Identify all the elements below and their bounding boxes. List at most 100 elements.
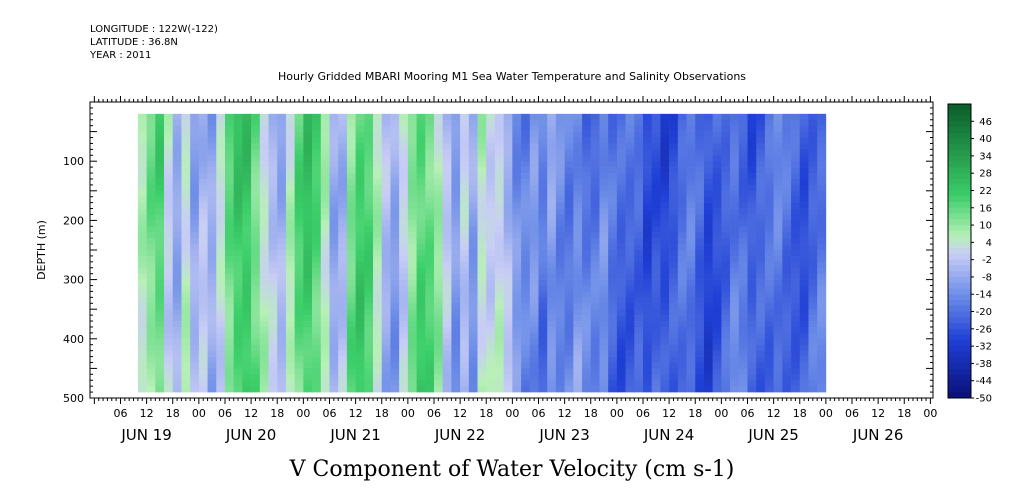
heatmap-cell	[582, 362, 592, 369]
heatmap-cell	[521, 238, 531, 245]
heatmap-cell	[773, 202, 783, 209]
heatmap-cell	[782, 184, 792, 192]
heatmap-cell	[590, 261, 600, 269]
heatmap-cell	[782, 368, 792, 375]
heatmap-cell	[782, 386, 792, 393]
heatmap-cell	[564, 321, 574, 328]
heatmap-cell	[503, 250, 513, 257]
heatmap-cell	[573, 244, 583, 251]
heatmap-cell	[573, 226, 583, 233]
heatmap-cell	[538, 291, 548, 298]
heatmap-cell	[198, 315, 208, 322]
heatmap-cell	[381, 356, 391, 363]
heatmap-cell	[251, 368, 261, 375]
heatmap-cell	[503, 309, 513, 316]
heatmap-cell	[407, 131, 417, 138]
heatmap-cell	[442, 125, 452, 132]
heatmap-cell	[233, 380, 243, 387]
latitude-label: LATITUDE : 36.8N	[90, 37, 178, 48]
heatmap-cell	[285, 338, 295, 346]
heatmap-cell	[782, 291, 792, 298]
heatmap-cell	[686, 220, 696, 227]
heatmap-cell	[651, 113, 661, 121]
heatmap-cell	[164, 279, 174, 286]
heatmap-cell	[477, 350, 487, 357]
heatmap-cell	[216, 250, 226, 257]
heatmap-cell	[442, 315, 452, 322]
heatmap-cell	[181, 297, 191, 304]
heatmap-cell	[669, 208, 679, 215]
heatmap-cell	[643, 380, 653, 387]
heatmap-cell	[808, 119, 818, 126]
heatmap-cell	[555, 273, 565, 280]
heatmap-cell	[390, 131, 400, 138]
heatmap-cell	[738, 332, 748, 340]
x-hour-label: 12	[871, 407, 885, 420]
heatmap-cell	[381, 255, 391, 263]
heatmap-cell	[320, 386, 330, 393]
heatmap-cell	[259, 125, 269, 132]
heatmap-cell	[259, 338, 269, 346]
heatmap-cell	[808, 244, 818, 251]
heatmap-cell	[320, 208, 330, 215]
heatmap-cell	[660, 291, 670, 298]
heatmap-cell	[190, 178, 200, 186]
heatmap-cell	[521, 368, 531, 375]
heatmap-cell	[486, 362, 496, 369]
heatmap-cell	[346, 196, 356, 203]
heatmap-cell	[747, 326, 757, 334]
heatmap-cell	[373, 350, 383, 357]
heatmap-cell	[468, 238, 478, 245]
heatmap-cell	[373, 255, 383, 263]
heatmap-cell	[399, 285, 409, 292]
heatmap-cell	[381, 303, 391, 310]
heatmap-cell	[433, 131, 443, 138]
heatmap-cell	[529, 350, 539, 357]
heatmap-cell	[582, 255, 592, 263]
heatmap-cell	[433, 232, 443, 239]
heatmap-cell	[747, 297, 757, 304]
heatmap-cell	[433, 202, 443, 209]
heatmap-cell	[251, 386, 261, 393]
heatmap-cell	[146, 214, 156, 221]
heatmap-cell	[712, 149, 722, 156]
heatmap-cell	[190, 202, 200, 209]
heatmap-cell	[703, 244, 713, 251]
heatmap-cell	[320, 202, 330, 209]
heatmap-cell	[747, 338, 757, 346]
heatmap-cell	[582, 250, 592, 257]
heatmap-cell	[181, 250, 191, 257]
heatmap-cell	[399, 238, 409, 245]
heatmap-cell	[155, 273, 165, 280]
heatmap-cell	[773, 326, 783, 334]
heatmap-cell	[703, 291, 713, 298]
heatmap-cell	[773, 190, 783, 198]
heatmap-cell	[320, 362, 330, 369]
heatmap-cell	[817, 178, 827, 186]
heatmap-cell	[416, 250, 426, 257]
heatmap-cell	[416, 167, 426, 174]
heatmap-cell	[433, 344, 443, 351]
heatmap-cell	[190, 297, 200, 304]
heatmap-cell	[468, 184, 478, 192]
heatmap-cell	[703, 226, 713, 233]
heatmap-cell	[146, 202, 156, 209]
heatmap-cell	[773, 368, 783, 375]
heatmap-cell	[599, 119, 609, 126]
heatmap-cell	[155, 303, 165, 310]
heatmap-cell	[207, 226, 217, 233]
heatmap-cell	[329, 368, 339, 375]
heatmap-cell	[416, 131, 426, 138]
heatmap-cell	[625, 149, 635, 156]
heatmap-cell	[547, 208, 557, 215]
heatmap-cell	[486, 326, 496, 334]
heatmap-cell	[137, 368, 147, 375]
heatmap-cell	[407, 167, 417, 174]
heatmap-cell	[669, 380, 679, 387]
heatmap-cell	[582, 173, 592, 180]
heatmap-cell	[181, 113, 191, 121]
heatmap-cell	[181, 309, 191, 316]
heatmap-cell	[294, 338, 304, 346]
heatmap-cell	[808, 202, 818, 209]
heatmap-cell	[808, 350, 818, 357]
